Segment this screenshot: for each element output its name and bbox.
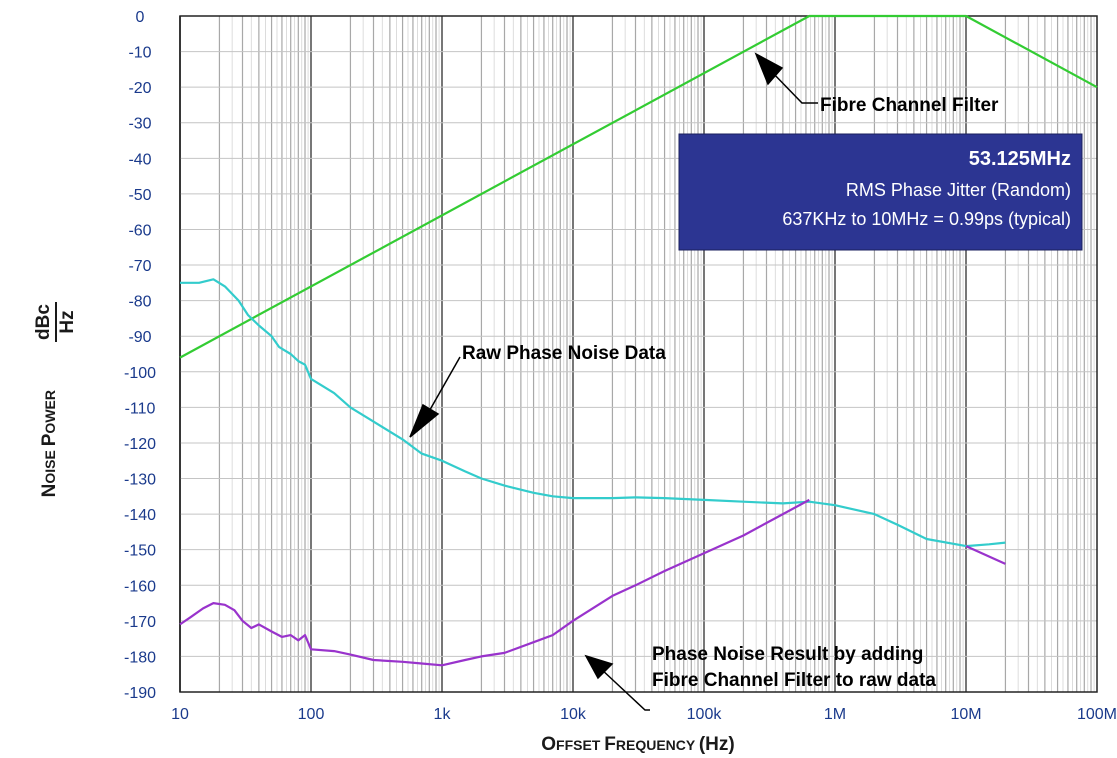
info-box-background xyxy=(678,133,1083,251)
annotation-result-line1: Phase Noise Result by adding xyxy=(652,644,923,665)
series-line-0 xyxy=(179,14,1098,359)
y-tick-label: -150 xyxy=(124,543,156,560)
raw-arrow-line xyxy=(426,356,461,416)
raw-arrowhead xyxy=(409,403,440,438)
x-title-unit: (Hz) xyxy=(699,734,735,755)
y-tick-label: -70 xyxy=(128,258,151,275)
fc-arrow-line xyxy=(769,69,818,104)
info-box-line2: 637KHz to 10MHz = 0.99ps (typical) xyxy=(782,209,1071,229)
annotation-raw-phase-noise: Raw Phase Noise Data xyxy=(462,343,666,364)
y-tick-label: -20 xyxy=(128,80,151,97)
x-title-o: O xyxy=(541,734,556,755)
series-layer xyxy=(179,14,1098,667)
res-arrow-line xyxy=(599,667,650,711)
y-tick-label: -180 xyxy=(124,649,156,666)
y-axis-title: NOISE POWER dBc Hz xyxy=(33,302,78,497)
y-tick-label: -10 xyxy=(128,45,151,62)
res-arrowhead xyxy=(584,654,614,680)
tick-labels: 0 -10 -20 -30 -40 -50 -60 -70 -80 -90 -100 -110 -120… xyxy=(124,9,1117,723)
y-tick-label: -80 xyxy=(128,294,151,311)
x-tick-label: 100 xyxy=(298,706,325,723)
x-tick-label: 100M xyxy=(1077,706,1117,723)
y-tick-label: -30 xyxy=(128,116,151,133)
y-tick-label: -190 xyxy=(124,685,156,702)
plot-frame xyxy=(179,15,1098,693)
series-line-3 xyxy=(965,545,1006,565)
info-box: 53.125MHz RMS Phase Jitter (Random) 637K… xyxy=(678,133,1083,251)
x-title-ffset: FFSET xyxy=(556,737,604,753)
x-tick-label: 100k xyxy=(687,706,723,723)
y-title-n: N xyxy=(39,484,60,498)
y-tick-label: -160 xyxy=(124,578,156,595)
y-title-oise: OISE xyxy=(42,446,58,483)
y-tick-label: -170 xyxy=(124,614,156,631)
y-tick-label: -130 xyxy=(124,472,156,489)
y-tick-label: -100 xyxy=(124,365,156,382)
x-tick-label: 10 xyxy=(171,706,189,723)
y-tick-label: -50 xyxy=(128,187,151,204)
info-box-title: 53.125MHz xyxy=(969,148,1071,170)
y-title-frac-num: dBc xyxy=(33,304,54,340)
x-title-f: F xyxy=(604,734,616,755)
annotation-result-line2: Fibre Channel Filter to raw data xyxy=(652,670,936,691)
x-tick-label: 1M xyxy=(824,706,846,723)
y-tick-label: -40 xyxy=(128,151,151,168)
y-tick-label: -60 xyxy=(128,222,151,239)
y-tick-label: -140 xyxy=(124,507,156,524)
y-tick-label: -90 xyxy=(128,329,151,346)
series-line-1 xyxy=(180,278,1006,548)
x-axis-title: OFFSET FREQUENCY (Hz) xyxy=(541,734,735,755)
series-line-2 xyxy=(179,498,810,667)
y-title-frac-den: Hz xyxy=(57,310,78,333)
x-tick-label: 10M xyxy=(950,706,981,723)
svg-text:NOISE POWER: NOISE POWER xyxy=(39,390,60,497)
info-box-line1: RMS Phase Jitter (Random) xyxy=(846,180,1071,200)
annotation-arrows xyxy=(409,52,818,711)
y-tick-label: -110 xyxy=(125,400,156,417)
annotation-fibre-channel-filter: Fibre Channel Filter xyxy=(820,95,999,116)
x-title-requency: REQUENCY xyxy=(616,737,699,753)
x-tick-label: 1k xyxy=(434,706,452,723)
fc-arrowhead xyxy=(754,52,784,86)
y-tick-label: -120 xyxy=(124,436,156,453)
y-title-ower: OWER xyxy=(42,390,58,434)
y-title-p: P xyxy=(39,433,60,446)
y-tick-label: 0 xyxy=(136,9,145,26)
x-tick-label: 10k xyxy=(560,706,587,723)
